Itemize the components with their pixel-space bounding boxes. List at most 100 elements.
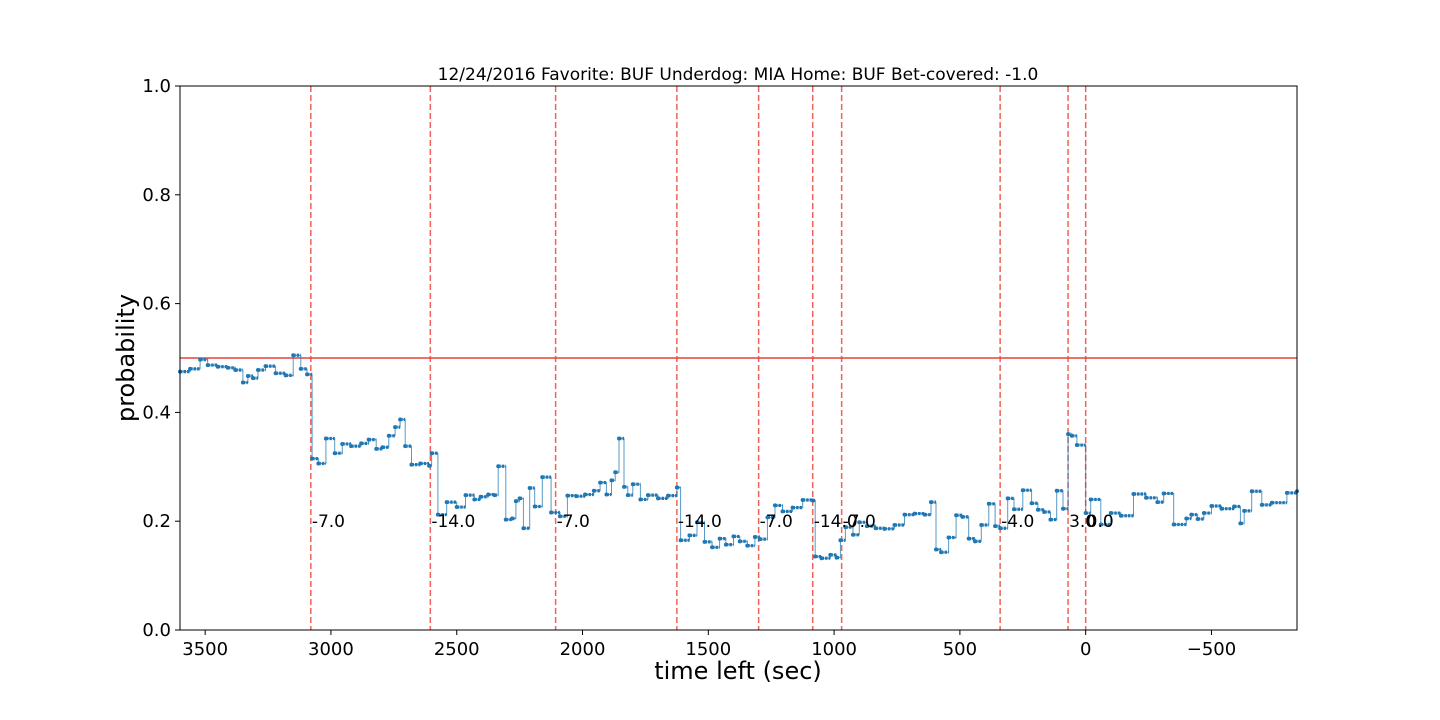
data-point-72 [687, 533, 692, 538]
data-point-67 [645, 493, 650, 498]
data-point-132 [1118, 513, 1123, 518]
data-point-68 [655, 496, 660, 501]
data-point-26 [380, 445, 385, 450]
data-point-23 [359, 441, 364, 446]
data-point-124 [1061, 506, 1066, 511]
x-tick-label-0: 3500 [182, 639, 228, 660]
data-point-108 [954, 513, 959, 518]
event-label-3: -14.0 [678, 512, 722, 532]
data-point-56 [583, 492, 588, 497]
x-tick-label-7: 0 [1080, 639, 1091, 660]
data-point-36 [444, 500, 449, 505]
data-point-24 [366, 437, 371, 442]
data-point-44 [503, 517, 508, 522]
data-point-125 [1066, 432, 1071, 437]
data-point-149 [1269, 500, 1274, 505]
event-label-9: 0.0 [1087, 512, 1114, 532]
data-point-119 [1029, 501, 1034, 506]
data-point-120 [1035, 507, 1040, 512]
event-labels: -7.0 -14.0 -7.0 -14.0 -7.0 -14.0-7.0 -4.0 3.00.… [312, 512, 1114, 532]
y-tick-label-3: 0.6 [142, 294, 171, 315]
data-point-45 [510, 516, 515, 521]
data-point-41 [486, 492, 491, 497]
data-point-146 [1242, 508, 1247, 513]
data-point-94 [843, 525, 848, 530]
data-point-87 [800, 497, 805, 502]
x-tick-label-6: 500 [943, 639, 977, 660]
x-tick-label-8: −500 [1187, 639, 1236, 660]
data-point-85 [780, 509, 785, 514]
data-point-35 [435, 512, 440, 517]
data-point-74 [702, 539, 707, 544]
data-point-15 [298, 366, 303, 371]
data-point-134 [1144, 495, 1149, 500]
y-tick-label-2: 0.4 [142, 402, 171, 423]
data-point-99 [882, 526, 887, 531]
data-point-28 [393, 425, 398, 430]
data-point-145 [1238, 521, 1243, 526]
data-point-75 [710, 545, 715, 550]
data-point-70 [674, 485, 679, 490]
data-point-84 [772, 503, 777, 508]
data-point-33 [427, 463, 432, 468]
event-label-7: -4.0 [1001, 512, 1034, 532]
data-point-110 [966, 536, 971, 541]
data-point-144 [1232, 504, 1237, 509]
event-label-0: -7.0 [312, 512, 345, 532]
event-label-8: 3.0 [1069, 512, 1096, 532]
data-point-10 [255, 367, 260, 372]
data-point-50 [532, 504, 537, 509]
data-point-76 [717, 536, 722, 541]
data-point-14 [291, 353, 296, 358]
x-tick-label-2: 2500 [434, 639, 480, 660]
chart-title: 12/24/2016 Favorite: BUF Underdog: MIA H… [438, 65, 1039, 85]
x-tick-label-4: 1500 [685, 639, 731, 660]
event-label-2: -7.0 [557, 512, 590, 532]
data-point-73 [694, 520, 699, 525]
data-point-32 [418, 461, 423, 466]
data-point-95 [850, 532, 855, 537]
data-point-143 [1219, 506, 1224, 511]
data-point-58 [598, 480, 603, 485]
data-point-92 [834, 555, 839, 560]
data-point-31 [409, 462, 414, 467]
data-point-4 [215, 364, 220, 369]
y-tick-label-1: 0.2 [142, 511, 171, 532]
data-point-141 [1201, 511, 1206, 516]
data-point-97 [864, 524, 869, 529]
data-point-113 [986, 501, 991, 506]
y-axis-ticks: 0.0 0.2 0.4 0.6 0.8 1.0 [142, 76, 180, 641]
data-point-139 [1189, 512, 1194, 517]
data-point-107 [946, 535, 951, 540]
data-point-61 [613, 470, 618, 475]
data-point-102 [912, 511, 917, 516]
data-point-8 [245, 373, 250, 378]
data-point-93 [838, 538, 843, 543]
data-point-105 [933, 547, 938, 552]
data-point-135 [1155, 500, 1160, 505]
data-point-64 [625, 493, 630, 498]
series-line-0 [180, 354, 1298, 559]
data-point-88 [810, 498, 815, 503]
data-point-65 [630, 482, 635, 487]
data-point-122 [1048, 517, 1053, 522]
data-point-16 [305, 372, 310, 377]
data-point-111 [972, 539, 977, 544]
data-point-103 [922, 512, 927, 517]
data-point-129 [1088, 497, 1093, 502]
data-point-48 [521, 526, 526, 531]
data-point-22 [349, 444, 354, 449]
x-tick-label-3: 2000 [560, 639, 606, 660]
data-point-131 [1108, 511, 1113, 516]
data-point-71 [678, 538, 683, 543]
data-point-54 [565, 493, 570, 498]
data-point-39 [472, 497, 477, 502]
data-point-78 [731, 534, 736, 539]
data-point-37 [454, 505, 459, 510]
data-point-104 [928, 500, 933, 505]
data-point-53 [557, 514, 562, 519]
data-point-150 [1284, 490, 1289, 495]
event-label-4: -7.0 [760, 512, 793, 532]
data-point-137 [1171, 522, 1176, 527]
